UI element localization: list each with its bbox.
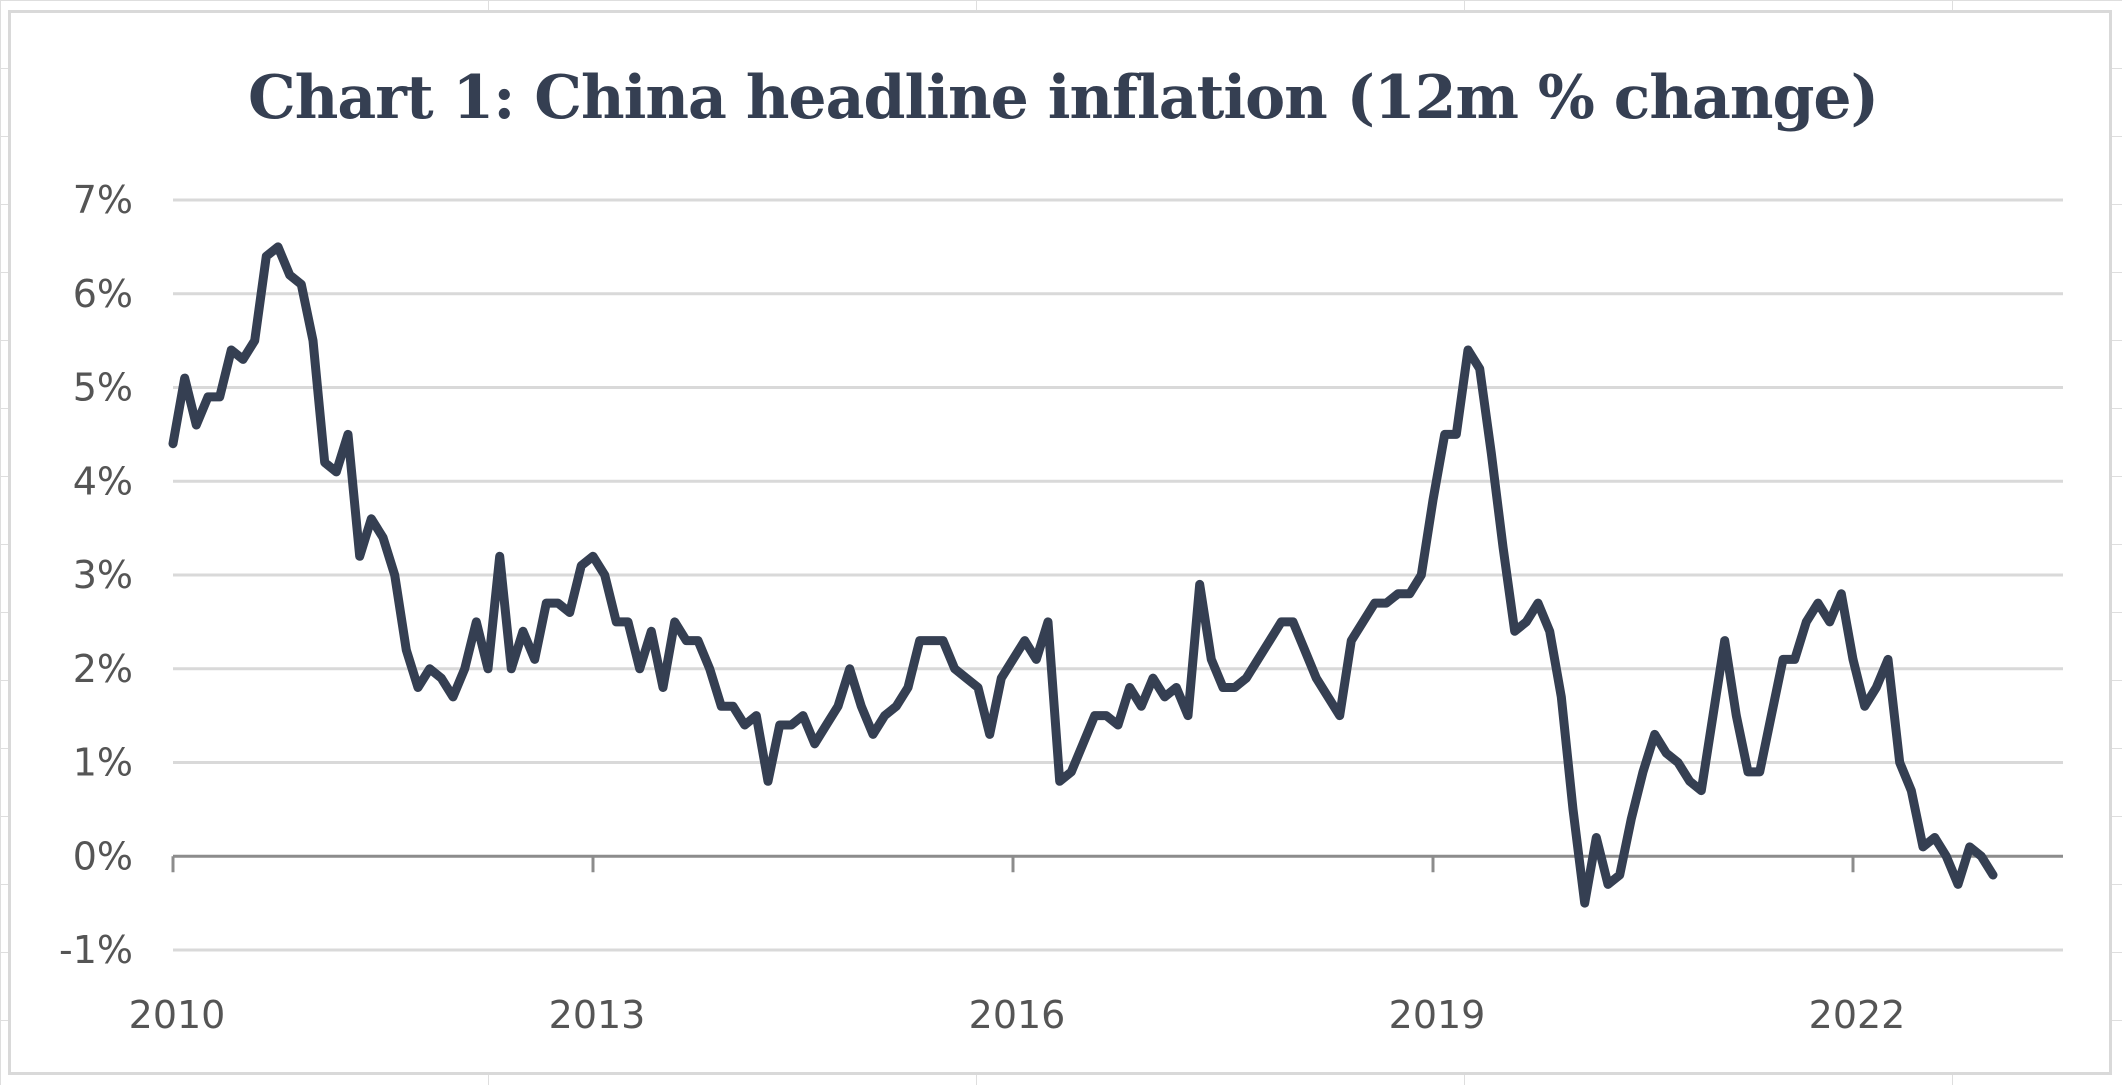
- y-tick-label: 0%: [73, 834, 133, 878]
- chart-title: Chart 1: China headline inflation (12m %…: [248, 63, 1879, 133]
- chart-plot-area: 7% 6% 5% 4% 3% 2% 1% 0% -1% 2010 2013 2016 2019 2022: [59, 178, 2063, 1037]
- x-tick-label: 2022: [1809, 993, 1906, 1037]
- y-tick-label: 3%: [73, 553, 133, 597]
- y-tick-label: 7%: [73, 178, 133, 222]
- y-tick-label: 5%: [73, 366, 133, 410]
- y-axis-labels: 7% 6% 5% 4% 3% 2% 1% 0% -1%: [59, 178, 133, 972]
- x-tick-label: 2019: [1389, 993, 1486, 1037]
- series-line-0: [168, 242, 1998, 908]
- x-tick-label: 2013: [549, 993, 646, 1037]
- series-group: [168, 242, 1998, 908]
- x-tick-label: 2016: [969, 993, 1066, 1037]
- y-tick-label: 1%: [73, 741, 133, 785]
- x-tick-label: 2010: [129, 993, 226, 1037]
- chart-frame[interactable]: Chart 1: China headline inflation (12m %…: [8, 10, 2112, 1075]
- y-tick-label: 2%: [73, 647, 133, 691]
- y-tick-label: 4%: [73, 459, 133, 503]
- x-axis-labels: 2010 2013 2016 2019 2022: [129, 993, 1906, 1037]
- y-tick-label: -1%: [59, 928, 133, 972]
- y-tick-label: 6%: [73, 272, 133, 316]
- x-axis: [171, 854, 2063, 873]
- grid-lines: [173, 198, 2063, 952]
